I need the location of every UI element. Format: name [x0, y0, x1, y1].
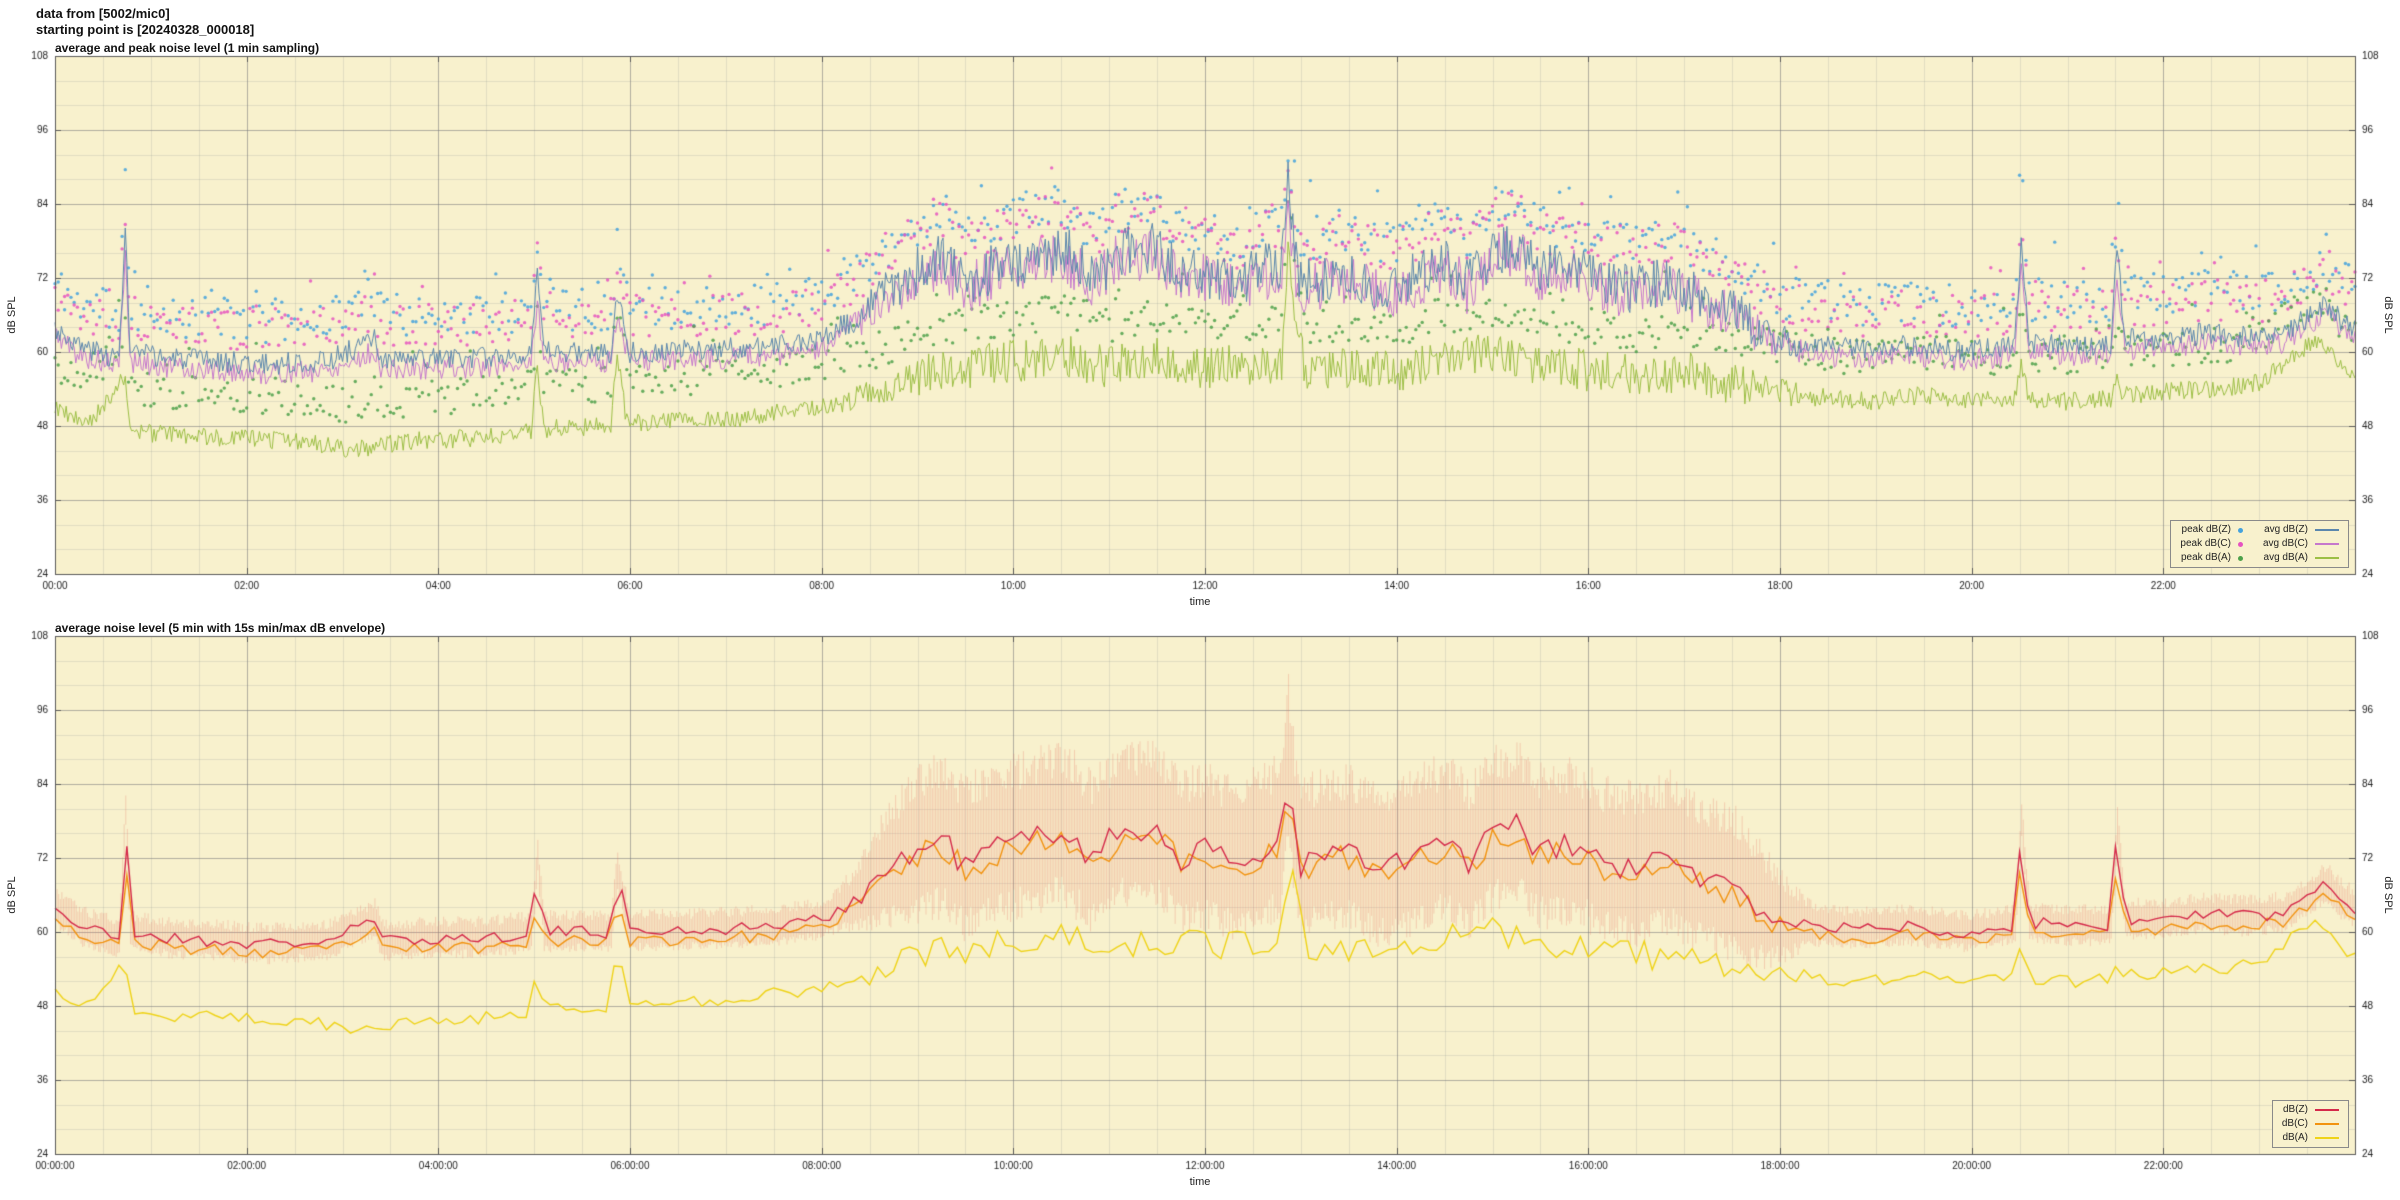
peak-dba-marker-icon [2237, 555, 2243, 561]
chart-avg-envelope-title: average noise level (5 min with 15s min/… [55, 621, 386, 635]
legend-item-dba: dB(A) [2282, 1132, 2339, 1144]
peak-dbc-marker-icon [2237, 541, 2243, 547]
legend-label-dba: dB(A) [2282, 1132, 2308, 1143]
chart2-ylabel-right: dB SPL [2382, 876, 2394, 914]
header: data from [5002/mic0] starting point is … [36, 6, 254, 38]
legend-item-avg-dbz: avg dB(Z) [2263, 524, 2339, 536]
chart1-ylabel-left: dB SPL [6, 296, 18, 334]
legend-label-avg-dbz: avg dB(Z) [2264, 524, 2308, 535]
legend-item-peak-dbz: peak dB(Z) [2180, 524, 2243, 536]
legend-item-peak-dbc: peak dB(C) [2180, 538, 2243, 550]
avg-dba-marker-icon [2315, 557, 2339, 559]
legend-label-peak-dba: peak dB(A) [2180, 552, 2231, 563]
chart1-legend: peak dB(Z) avg dB(Z) peak dB(C) avg dB(C… [2170, 520, 2349, 568]
legend-item-peak-dba: peak dB(A) [2180, 552, 2243, 564]
chart-avg-envelope-canvas [0, 620, 2400, 1200]
chart-avg-peak: average and peak noise level (1 min samp… [0, 40, 2400, 620]
peak-dbz-marker-icon [2237, 527, 2243, 533]
chart2-ylabel-left: dB SPL [6, 876, 18, 914]
legend-label-avg-dbc: avg dB(C) [2262, 538, 2308, 549]
legend-label-peak-dbz: peak dB(Z) [2181, 524, 2231, 535]
legend-item-dbc: dB(C) [2282, 1118, 2339, 1130]
chart-avg-peak-canvas [0, 40, 2400, 620]
avg-dbz-marker-icon [2315, 529, 2339, 531]
chart1-xlabel: time [1189, 596, 1211, 608]
chart1-ylabel-right: dB SPL [2382, 296, 2394, 334]
data-source-line: data from [5002/mic0] [36, 6, 170, 21]
avg-dbc-marker-icon [2315, 543, 2339, 545]
chart-avg-envelope: average noise level (5 min with 15s min/… [0, 620, 2400, 1200]
legend-label-avg-dba: avg dB(A) [2263, 552, 2308, 563]
legend-item-dbz: dB(Z) [2282, 1104, 2339, 1116]
chart2-xlabel: time [1189, 1176, 1211, 1188]
legend-item-avg-dba: avg dB(A) [2263, 552, 2339, 564]
dba-marker-icon [2315, 1137, 2339, 1139]
legend-item-avg-dbc: avg dB(C) [2263, 538, 2339, 550]
chart2-legend: dB(Z) dB(C) dB(A) [2271, 1100, 2349, 1148]
legend-label-dbz: dB(Z) [2283, 1104, 2308, 1115]
legend-label-dbc: dB(C) [2281, 1118, 2308, 1129]
dbc-marker-icon [2315, 1123, 2339, 1125]
start-point-line: starting point is [20240328_000018] [36, 22, 255, 37]
legend-label-peak-dbc: peak dB(C) [2180, 538, 2231, 549]
chart-avg-peak-title: average and peak noise level (1 min samp… [55, 41, 320, 55]
dbz-marker-icon [2315, 1109, 2339, 1111]
